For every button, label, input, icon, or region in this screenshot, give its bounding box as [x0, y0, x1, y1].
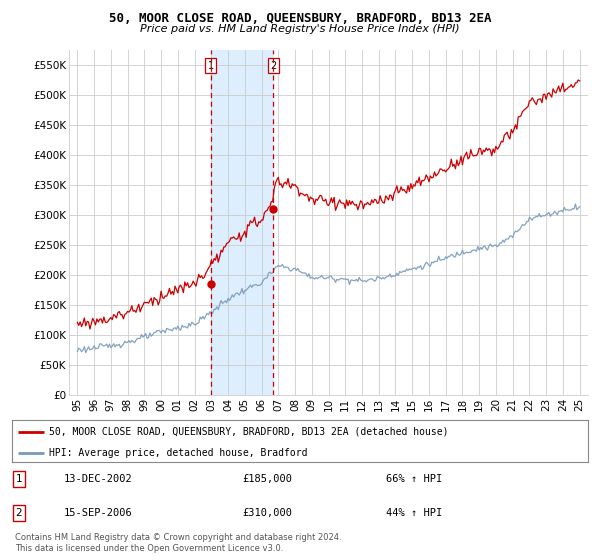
Bar: [211, 50, 274, 395]
Text: £185,000: £185,000: [242, 474, 292, 484]
Text: Price paid vs. HM Land Registry's House Price Index (HPI): Price paid vs. HM Land Registry's House …: [140, 24, 460, 34]
Text: 13-DEC-2002: 13-DEC-2002: [64, 474, 133, 484]
Text: 15-SEP-2006: 15-SEP-2006: [64, 508, 133, 518]
Text: 2: 2: [16, 508, 22, 518]
Text: 2: 2: [270, 60, 277, 71]
Text: 50, MOOR CLOSE ROAD, QUEENSBURY, BRADFORD, BD13 2EA: 50, MOOR CLOSE ROAD, QUEENSBURY, BRADFOR…: [109, 12, 491, 25]
Text: 66% ↑ HPI: 66% ↑ HPI: [386, 474, 443, 484]
Text: Contains HM Land Registry data © Crown copyright and database right 2024.
This d: Contains HM Land Registry data © Crown c…: [15, 533, 341, 553]
Text: 44% ↑ HPI: 44% ↑ HPI: [386, 508, 443, 518]
Text: HPI: Average price, detached house, Bradford: HPI: Average price, detached house, Brad…: [49, 448, 308, 458]
Text: 1: 1: [16, 474, 22, 484]
Text: 1: 1: [208, 60, 214, 71]
Text: 50, MOOR CLOSE ROAD, QUEENSBURY, BRADFORD, BD13 2EA (detached house): 50, MOOR CLOSE ROAD, QUEENSBURY, BRADFOR…: [49, 427, 449, 437]
Text: £310,000: £310,000: [242, 508, 292, 518]
